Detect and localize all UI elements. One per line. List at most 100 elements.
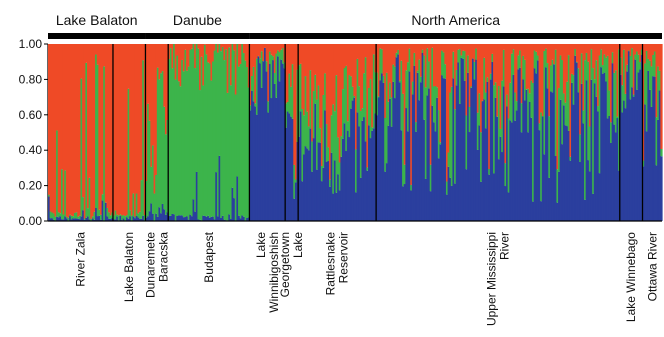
bar-segment-red [429,44,432,165]
bar-segment-blue [595,96,598,221]
bar-segment-blue [515,110,519,221]
bar-segment-blue [52,219,56,221]
bar-segment-green [221,46,225,216]
bar-segment-blue [658,90,661,222]
bar-segment-blue [559,99,562,221]
bar-segment-blue [502,86,506,221]
bar-segment-green [458,49,462,104]
bar-segment-blue [614,132,618,221]
bar-segment-green [428,61,431,89]
bar-segment-green [587,61,590,161]
bar-segment-red [471,44,475,59]
bar-segment-green [95,54,98,209]
bar-segment-green [117,215,121,221]
bar-segment-red [423,44,426,56]
bar-segment-blue [582,123,585,221]
bar-segment-green [268,51,272,64]
bar-segment-red [660,44,663,149]
bar-segment-green [475,48,478,60]
bar-segment-green [242,53,246,217]
bar-segment-red [48,44,51,195]
bar-segment-green [86,208,90,217]
bar-segment-blue [501,152,504,221]
bar-segment-green [213,50,216,220]
bar-segment-blue [488,174,491,221]
bar-segment-green [549,65,553,92]
bar-segment-green [56,130,59,217]
bar-segment-red [632,44,635,95]
bar-segment-red [548,44,551,117]
bar-segment-red [468,44,471,107]
bar-segment-blue [632,96,635,221]
bar-segment-red [426,44,429,49]
bar-segment-red [652,44,655,55]
bar-segment-red [572,44,575,76]
bar-segment-blue [455,85,458,222]
bar-segment-red [205,44,208,55]
bar-segment-green [579,134,582,163]
bar-segment-blue [372,128,376,221]
bar-segment-green [351,86,354,101]
bar-segment-green [147,103,150,217]
bar-segment-red [376,44,379,73]
bar-segment-blue [251,90,254,222]
bar-segment-blue [163,209,166,221]
bar-segment-blue [77,218,80,221]
bar-segment-blue [114,219,117,221]
bar-segment-blue [624,108,627,221]
bar-segment-red [441,44,444,51]
bar-segment-red [431,44,434,48]
bar-segment-green [59,213,62,217]
bar-segment-blue [481,101,484,221]
bar-segment-red [424,44,428,88]
bar-segment-blue [535,73,538,221]
bar-segment-red [655,44,658,118]
bar-segment-blue [411,94,415,221]
bar-segment-red [56,44,59,131]
bar-segment-red [54,44,57,217]
bar-segment-red [457,44,460,50]
bar-segment-green [574,49,577,56]
bar-segment-red [623,44,626,50]
bar-segment-green [403,164,406,185]
bar-segment-red [592,44,595,69]
bar-segment-red [366,44,369,168]
bar-segment-blue [484,128,488,221]
bar-segment-green [223,60,226,220]
bar-segment-blue [517,69,520,221]
bar-segment-blue [652,76,655,221]
bar-segment-red [109,44,112,216]
bar-segment-green [137,213,140,218]
bar-segment-red [171,44,174,69]
bar-segment-green [124,216,127,221]
bar-segment-green [575,61,579,63]
bar-segment-red [406,44,410,63]
bar-segment-blue [228,214,231,221]
bar-segment-blue [558,171,561,221]
bar-segment-green [99,214,103,220]
bar-segment-blue [348,137,351,221]
bar-segment-green [348,75,351,138]
bar-segment-green [392,64,395,82]
bar-segment-blue [88,219,91,221]
bar-segment-red [403,44,406,165]
bar-segment-blue [345,151,348,221]
bar-segment-green [65,216,69,219]
bar-segment-green [491,53,494,62]
bar-segment-red [299,44,302,64]
bar-segment-red [311,44,314,142]
bar-segment-green [423,55,426,120]
population-label: River Zala [73,232,87,287]
bar-segment-blue [626,71,629,222]
bar-segment-blue [184,217,187,221]
bar-segment-green [653,51,657,77]
bar-segment-green [220,51,223,218]
bar-segment-blue [299,111,302,221]
y-tick-label: 0.80 [19,72,43,86]
bar-segment-red [124,44,127,217]
bar-segment-green [441,50,444,76]
population-label: Lake Winnibigoshish [254,232,281,313]
bar-segment-blue [483,99,486,221]
bar-segment-red [549,44,553,66]
bar-segment-blue [216,216,220,221]
